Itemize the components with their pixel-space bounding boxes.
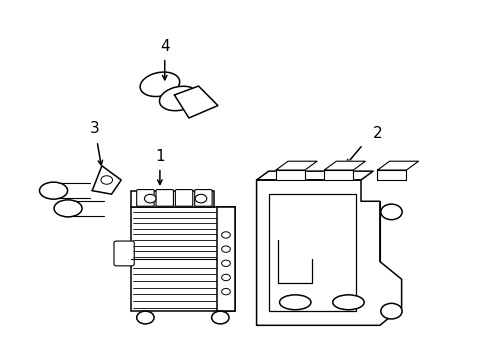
Polygon shape: [174, 86, 218, 118]
Circle shape: [221, 288, 230, 295]
Circle shape: [195, 194, 206, 203]
Ellipse shape: [159, 86, 199, 111]
FancyBboxPatch shape: [137, 190, 154, 206]
Polygon shape: [324, 161, 365, 170]
Circle shape: [380, 303, 401, 319]
Polygon shape: [275, 161, 316, 170]
Polygon shape: [377, 170, 406, 180]
Polygon shape: [324, 170, 352, 180]
Ellipse shape: [332, 295, 364, 310]
FancyBboxPatch shape: [175, 190, 192, 206]
Text: 1: 1: [155, 149, 164, 164]
Polygon shape: [256, 171, 372, 180]
Circle shape: [221, 232, 230, 238]
Circle shape: [221, 260, 230, 266]
Circle shape: [380, 204, 401, 220]
Bar: [268, 194, 355, 311]
Circle shape: [144, 194, 156, 203]
Text: 4: 4: [160, 39, 169, 54]
Ellipse shape: [54, 200, 82, 217]
Ellipse shape: [279, 295, 310, 310]
Text: 2: 2: [372, 126, 382, 141]
FancyBboxPatch shape: [156, 190, 173, 206]
FancyBboxPatch shape: [114, 241, 134, 266]
Polygon shape: [377, 161, 418, 170]
Bar: [131, 207, 234, 311]
Circle shape: [211, 311, 228, 324]
Bar: [217, 207, 234, 311]
FancyBboxPatch shape: [194, 190, 212, 206]
Bar: [131, 191, 214, 207]
Circle shape: [221, 246, 230, 252]
Polygon shape: [92, 166, 121, 194]
Text: 3: 3: [90, 121, 99, 136]
Polygon shape: [256, 180, 401, 325]
Ellipse shape: [40, 182, 67, 199]
Ellipse shape: [140, 72, 179, 96]
Circle shape: [137, 311, 154, 324]
Polygon shape: [275, 170, 305, 180]
Circle shape: [101, 176, 112, 184]
Circle shape: [221, 274, 230, 281]
